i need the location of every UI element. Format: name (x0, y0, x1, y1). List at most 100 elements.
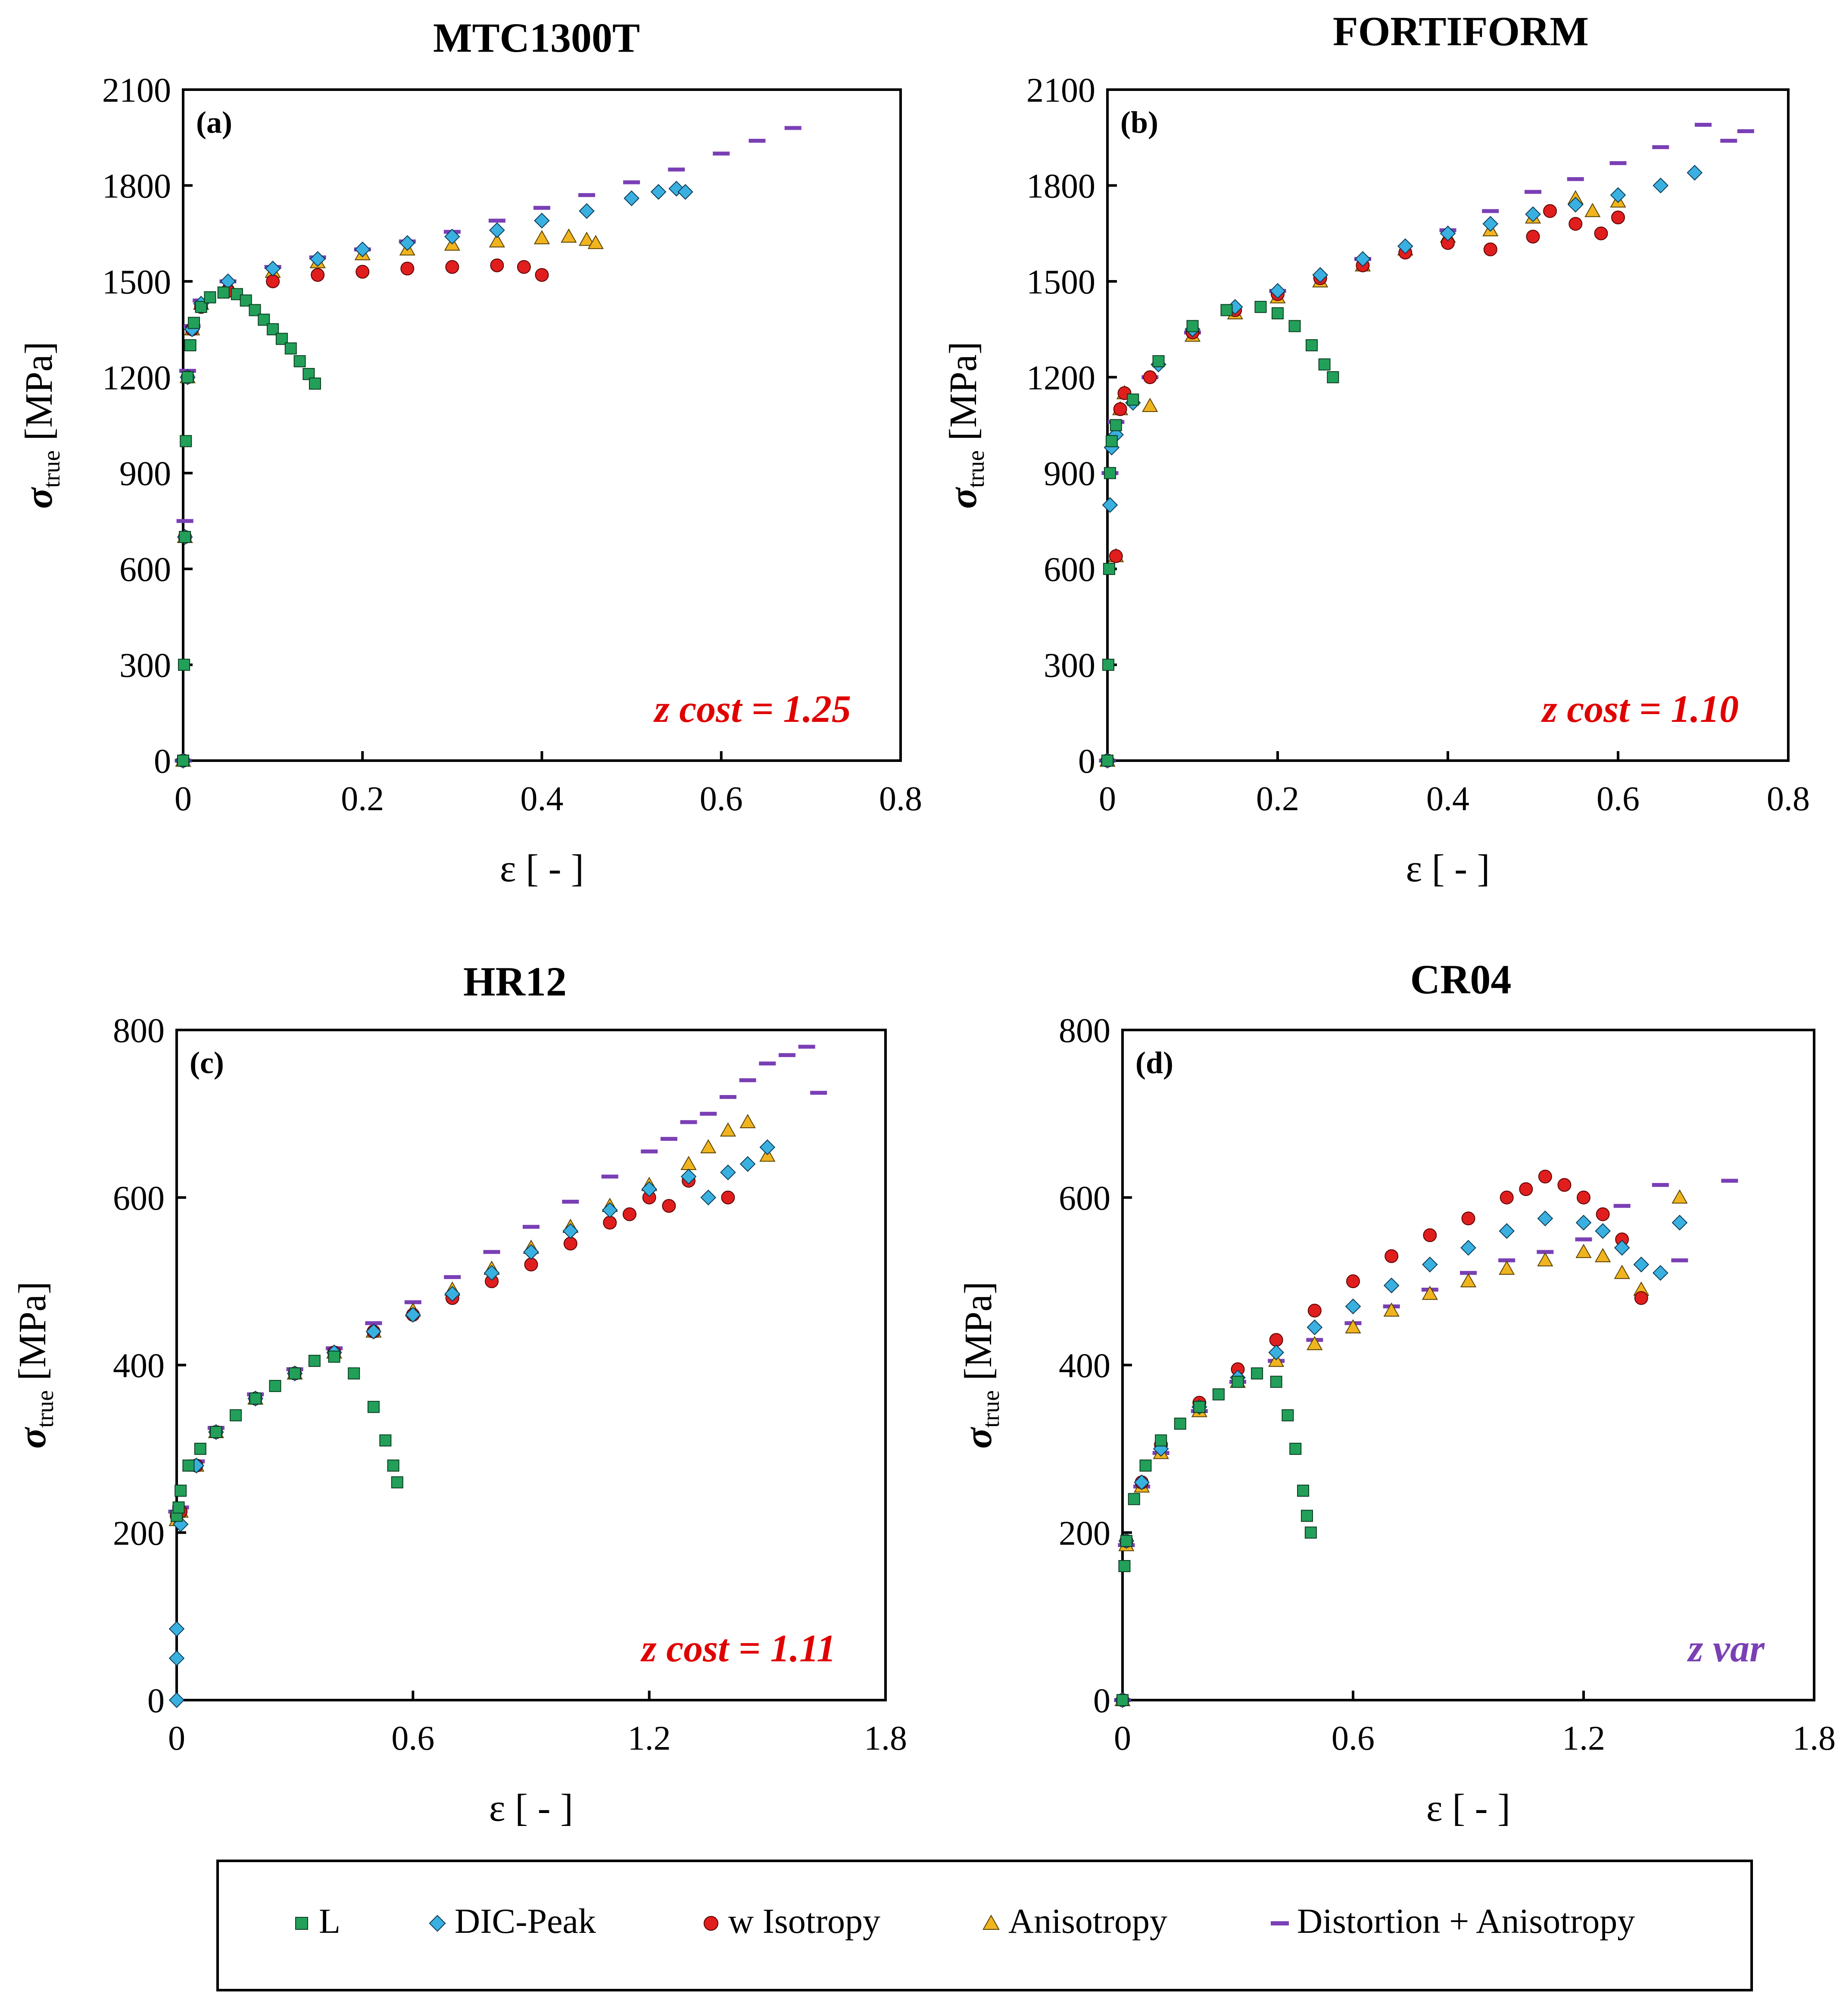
chart-title: FORTIFORM (1333, 8, 1589, 54)
data-point (1128, 1493, 1140, 1505)
data-point (391, 1476, 403, 1489)
data-point (1482, 209, 1499, 213)
y-tick-label: 600 (113, 1180, 165, 1217)
data-point (1652, 1183, 1669, 1187)
data-point (1575, 1237, 1592, 1242)
data-point (1499, 1261, 1515, 1275)
data-point (1269, 283, 1286, 299)
y-tick-label: 900 (119, 455, 171, 493)
data-point (308, 1354, 321, 1367)
data-point (668, 167, 685, 172)
legend-item: w Isotropy (703, 1901, 880, 1941)
data-point (603, 1216, 617, 1230)
data-point (1118, 1560, 1131, 1572)
data-point (1155, 1434, 1167, 1447)
x-tick-label: 0.2 (1256, 780, 1299, 818)
data-point (680, 1168, 697, 1185)
data-point (1526, 230, 1540, 244)
data-point (623, 180, 640, 184)
data-point (405, 1307, 421, 1323)
data-point (230, 1409, 242, 1422)
data-point (483, 1265, 500, 1281)
data-point (1312, 267, 1328, 283)
data-point (1105, 435, 1118, 447)
data-point (181, 371, 194, 384)
data-point (1383, 1277, 1400, 1294)
legend-item: Anisotropy (982, 1901, 1167, 1941)
y-tick-label: 600 (1044, 551, 1095, 589)
data-point (1567, 197, 1584, 213)
data-point (1519, 1182, 1533, 1196)
data-point (1127, 393, 1139, 406)
data-point (399, 235, 415, 251)
data-point (1633, 1256, 1650, 1273)
y-tick-label: 300 (1044, 647, 1095, 685)
panel-label: (b) (1120, 105, 1158, 140)
data-point (309, 251, 326, 267)
data-point (1460, 1271, 1477, 1275)
chart-panel-3: CR04 0 200 400 600 800 0 0.6 1.2 1.8 ε [ - ] σtrue … (957, 956, 1836, 1829)
data-point (700, 1139, 717, 1154)
data-point (1301, 1510, 1313, 1522)
y-tick-label: 200 (1059, 1514, 1110, 1552)
data-point (533, 206, 550, 210)
x-tick-label: 0 (175, 780, 192, 818)
y-axis-symbol: σ (18, 487, 60, 509)
legend-label: L (319, 1901, 340, 1941)
x-tick-label: 0 (168, 1720, 185, 1757)
data-point (1212, 1388, 1225, 1401)
data-point (1174, 1417, 1186, 1430)
series-dic-peak (175, 181, 693, 769)
data-point (1282, 1409, 1294, 1422)
y-tick-label: 800 (113, 1012, 165, 1050)
data-point (759, 1061, 776, 1066)
data-point (1500, 1190, 1514, 1205)
data-point (284, 342, 297, 355)
y-axis-unit: [MPa] (18, 341, 60, 450)
data-point (1109, 549, 1123, 563)
data-point (354, 241, 371, 258)
data-point (289, 1367, 301, 1379)
data-point (1102, 658, 1114, 671)
data-point (641, 1149, 658, 1154)
y-tick-label: 1200 (102, 359, 171, 397)
data-point (1614, 1240, 1630, 1256)
data-point (187, 317, 200, 329)
data-point (535, 268, 549, 282)
data-point (1695, 123, 1712, 127)
y-tick-label: 900 (1044, 455, 1095, 493)
x-tick-label: 0 (1114, 1720, 1131, 1757)
data-point (524, 1258, 538, 1272)
legend-label: Anisotropy (1008, 1901, 1167, 1941)
data-point (1304, 1526, 1317, 1539)
annotation: z cost = 1.10 (1541, 688, 1739, 730)
data-point (1422, 1256, 1438, 1273)
x-tick-label: 1.2 (628, 1720, 671, 1757)
y-axis-symbol: σ (957, 1427, 1000, 1449)
data-point (483, 1250, 500, 1254)
data-point (488, 218, 505, 223)
chart-panel-2: HR12 0 200 400 600 800 0 0.6 1.2 1.8 ε [ - ] σtrue … (11, 958, 907, 1829)
data-point (680, 1120, 697, 1124)
data-point (210, 1426, 222, 1438)
data-point (356, 265, 370, 279)
panel-label: (c) (190, 1045, 224, 1080)
data-point (179, 531, 191, 543)
series-l (177, 286, 321, 767)
x-axis-label: ε [ - ] (1406, 847, 1490, 890)
data-point (1113, 402, 1127, 416)
annotation: z cost = 1.11 (640, 1627, 836, 1670)
y-tick-label: 2100 (1026, 72, 1095, 109)
data-point (1104, 467, 1116, 479)
data-point (650, 184, 667, 200)
y-tick-label: 1800 (102, 167, 171, 205)
x-tick-label: 0 (1099, 780, 1116, 818)
annotation: z var (1687, 1627, 1765, 1670)
y-axis-unit: [MPa] (11, 1281, 54, 1390)
panel-label: (a) (196, 105, 232, 140)
data-point (178, 658, 190, 671)
data-point (1383, 1302, 1400, 1317)
chart-panel-1: FORTIFORM 0 300 600 900 1200 1500 1800 2100 0 0.2 0… (942, 8, 1810, 890)
legend-item: L (295, 1901, 340, 1941)
data-point (400, 262, 415, 276)
